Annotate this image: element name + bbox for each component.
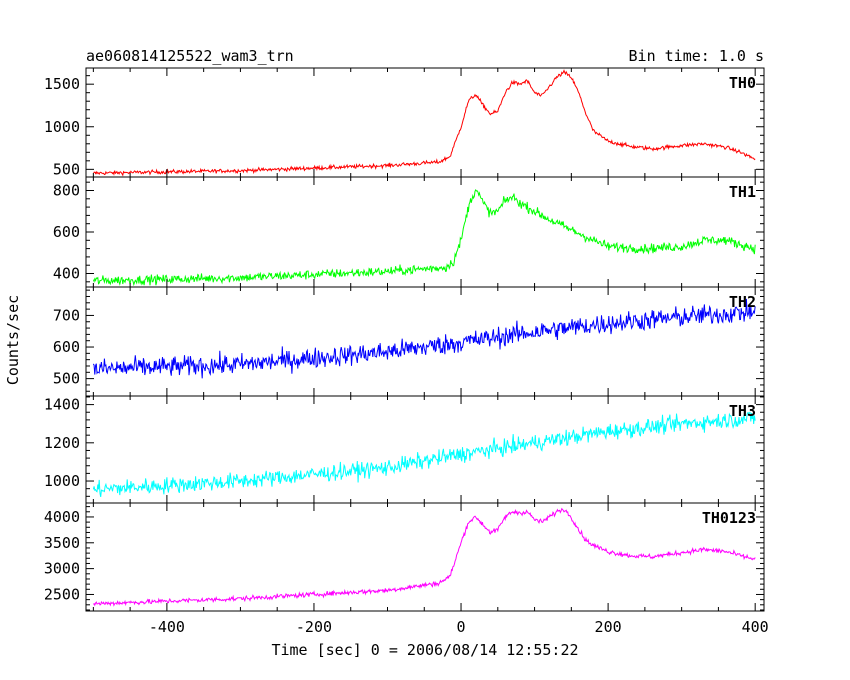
y-tick-label: 700 [53, 306, 80, 324]
y-tick-label: 400 [53, 265, 80, 283]
chart-title: ae060814125522_wam3_trn [86, 47, 294, 65]
y-tick-label: 800 [53, 181, 80, 199]
y-tick-label: 1000 [44, 472, 80, 490]
light-curve-th0 [93, 69, 756, 177]
panel-frame-th1 [85, 176, 765, 288]
y-tick-label: 600 [53, 223, 80, 241]
y-tick-label: 600 [53, 338, 80, 356]
x-tick-label: -200 [296, 618, 332, 636]
y-tick-label: 3000 [44, 560, 80, 578]
y-axis-label: Counts/sec [4, 295, 22, 385]
y-tick-label: 500 [53, 160, 80, 178]
panel-label-th1: TH1 [729, 183, 756, 201]
x-tick-label: 0 [457, 618, 466, 636]
panel-frame-th2 [85, 286, 765, 397]
panels-group: 500 1000 1500 TH0 400 600 800 TH1 500 600 700 TH2 10… [44, 67, 769, 636]
y-tick-label: 1200 [44, 434, 80, 452]
y-tick-label: 1000 [44, 118, 80, 136]
x-tick-label: -400 [149, 618, 185, 636]
y-tick-label: 500 [53, 370, 80, 388]
x-axis-label: Time [sec] 0 = 2006/08/14 12:55:22 [271, 641, 578, 659]
light-curve-th3 [92, 411, 756, 497]
light-curve-th2 [92, 298, 756, 379]
panel-label-th2: TH2 [729, 293, 756, 311]
panel-frame-th0123 [85, 502, 765, 612]
panel-label-th0: TH0 [729, 74, 756, 92]
panel-frame-th0 [85, 67, 765, 178]
y-tick-label: 3500 [44, 534, 80, 552]
panel-label-th3: TH3 [729, 402, 756, 420]
y-tick-label: 4000 [44, 508, 80, 526]
bin-time-label: Bin time: 1.0 s [629, 47, 764, 65]
x-tick-label: 400 [742, 618, 769, 636]
panel-label-th0123: TH0123 [702, 509, 756, 527]
y-tick-label: 1400 [44, 396, 80, 414]
y-tick-label: 2500 [44, 585, 80, 603]
x-tick-label: 200 [595, 618, 622, 636]
y-tick-label: 1500 [44, 75, 80, 93]
light-curve-th0123 [93, 507, 756, 607]
light-curve-th1 [92, 188, 756, 287]
